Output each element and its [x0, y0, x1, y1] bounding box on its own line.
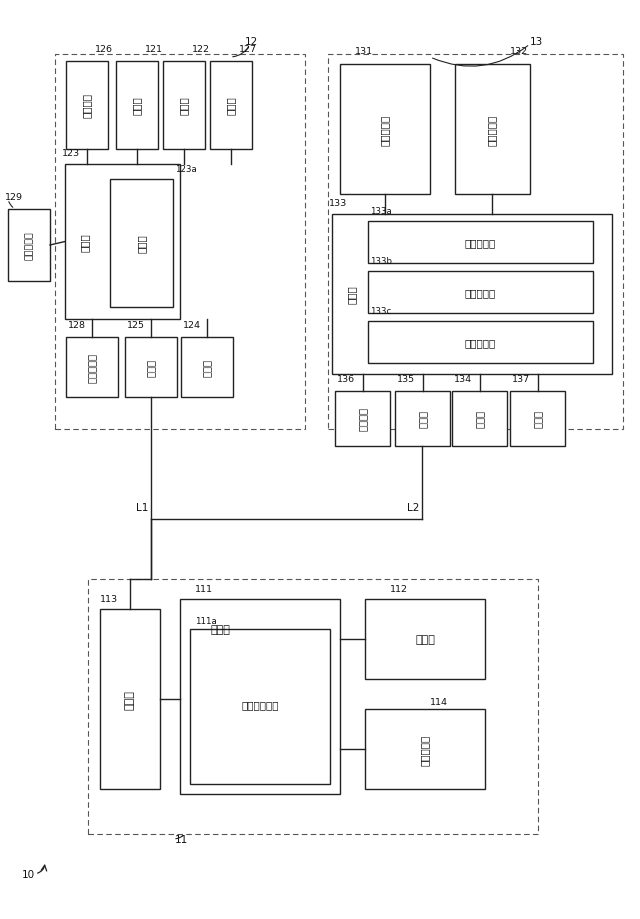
FancyBboxPatch shape [510, 391, 565, 447]
Text: 11: 11 [175, 834, 188, 844]
Text: 126: 126 [95, 45, 113, 54]
FancyBboxPatch shape [181, 337, 233, 398]
Text: 122: 122 [192, 45, 210, 54]
FancyBboxPatch shape [340, 65, 430, 195]
Text: 124: 124 [183, 321, 201, 330]
FancyBboxPatch shape [66, 337, 118, 398]
Text: 受付処理部: 受付処理部 [465, 288, 496, 298]
FancyBboxPatch shape [332, 215, 612, 375]
Text: 131: 131 [355, 48, 373, 56]
Text: 13: 13 [530, 37, 543, 47]
Text: 通信部: 通信部 [125, 689, 135, 709]
Text: 111a: 111a [195, 617, 217, 626]
FancyBboxPatch shape [66, 62, 108, 150]
FancyBboxPatch shape [365, 599, 485, 679]
Text: スピーカ: スピーカ [358, 407, 367, 431]
Text: 制御部: 制御部 [80, 233, 90, 252]
FancyBboxPatch shape [100, 609, 160, 789]
Text: 114: 114 [430, 698, 448, 707]
FancyBboxPatch shape [455, 65, 530, 195]
FancyBboxPatch shape [8, 210, 50, 282]
Text: 123: 123 [62, 148, 80, 157]
Text: 記憶部: 記憶部 [202, 358, 212, 377]
FancyBboxPatch shape [368, 322, 593, 364]
Text: 通信部: 通信部 [417, 410, 428, 428]
FancyBboxPatch shape [335, 391, 390, 447]
Text: 制御部: 制御部 [210, 624, 230, 634]
Text: 開閉センサ: 開閉センサ [24, 232, 33, 260]
Text: 123a: 123a [175, 165, 196, 175]
Text: 運転ボタン: 運転ボタン [487, 114, 497, 145]
FancyBboxPatch shape [395, 391, 450, 447]
FancyBboxPatch shape [163, 62, 205, 150]
Text: 137: 137 [512, 375, 530, 384]
Text: 135: 135 [397, 375, 415, 384]
Text: 133b: 133b [370, 257, 392, 267]
Text: 113: 113 [100, 595, 118, 604]
Text: 判定部: 判定部 [136, 234, 147, 253]
Text: 133a: 133a [370, 208, 392, 216]
Text: 記憶部: 記憶部 [474, 410, 484, 428]
Text: マイク: マイク [532, 410, 543, 428]
Text: 136: 136 [337, 375, 355, 384]
Text: 133c: 133c [370, 307, 391, 316]
FancyBboxPatch shape [110, 180, 173, 308]
FancyBboxPatch shape [368, 272, 593, 313]
Text: スピーカ: スピーカ [82, 94, 92, 119]
Text: マイク: マイク [226, 96, 236, 115]
Text: 入退浴検知部: 入退浴検知部 [241, 699, 279, 709]
FancyBboxPatch shape [368, 221, 593, 264]
Text: 128: 128 [68, 321, 86, 330]
FancyBboxPatch shape [210, 62, 252, 150]
Text: L1: L1 [136, 503, 148, 513]
Text: 10: 10 [21, 869, 35, 879]
Text: 催促処理部: 催促処理部 [465, 238, 496, 248]
FancyBboxPatch shape [190, 630, 330, 784]
Text: 人感センサ: 人感センサ [87, 353, 97, 382]
FancyBboxPatch shape [116, 62, 158, 150]
Text: 121: 121 [145, 45, 163, 54]
Text: 確認処理部: 確認処理部 [465, 337, 496, 347]
FancyBboxPatch shape [65, 165, 180, 320]
Text: 127: 127 [239, 45, 257, 54]
Text: 水位センサ: 水位センサ [420, 733, 430, 765]
Text: 表示入力部: 表示入力部 [380, 114, 390, 145]
Text: 12: 12 [245, 37, 259, 47]
Text: 132: 132 [510, 48, 528, 56]
Text: 111: 111 [195, 584, 213, 594]
FancyBboxPatch shape [452, 391, 507, 447]
FancyBboxPatch shape [180, 599, 340, 794]
Text: 125: 125 [127, 321, 145, 330]
FancyBboxPatch shape [125, 337, 177, 398]
Text: 制御部: 制御部 [347, 285, 357, 304]
Text: 112: 112 [390, 584, 408, 594]
Text: 通信部: 通信部 [146, 358, 156, 377]
Text: 133: 133 [329, 199, 348, 208]
Text: L2: L2 [407, 503, 419, 513]
Text: 129: 129 [5, 193, 23, 202]
Text: 入力部: 入力部 [179, 96, 189, 115]
Text: 134: 134 [454, 375, 472, 384]
Text: 記憶部: 記憶部 [415, 634, 435, 644]
FancyBboxPatch shape [365, 709, 485, 789]
Text: 表示部: 表示部 [132, 96, 142, 115]
